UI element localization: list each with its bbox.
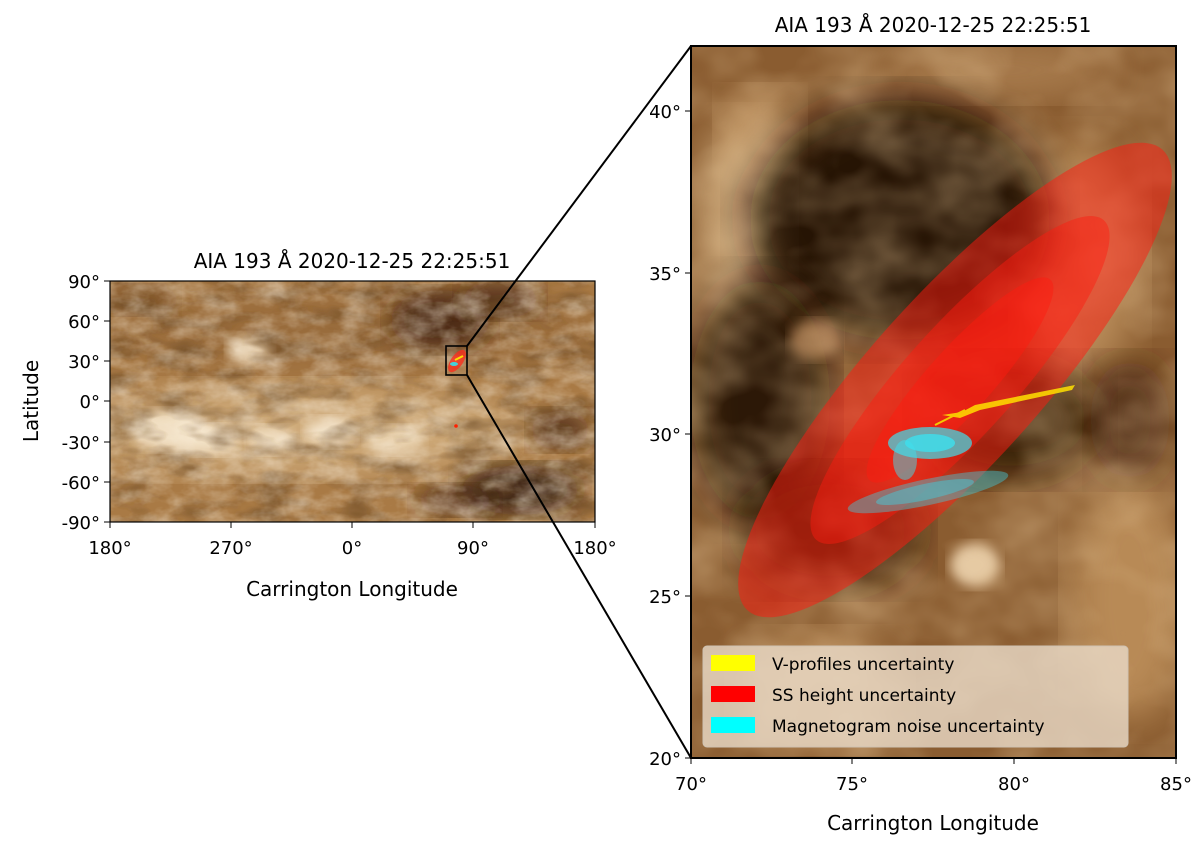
left-xtick-label: 90° bbox=[457, 538, 489, 559]
left-ylabel: Latitude bbox=[19, 360, 43, 442]
right-xtick-label: 85° bbox=[1160, 774, 1192, 795]
left-ytick-label: -90° bbox=[62, 513, 100, 534]
left-ytick-label: -30° bbox=[62, 433, 100, 454]
right-ytick-label: 20° bbox=[649, 749, 681, 770]
legend-label: Magnetogram noise uncertainty bbox=[772, 717, 1045, 737]
v-profiles-uncertainty bbox=[934, 385, 1075, 426]
left-xtick-label: 0° bbox=[342, 538, 362, 559]
legend-swatch-yellow bbox=[711, 655, 755, 671]
left-ytick-label: 60° bbox=[68, 312, 100, 333]
left-ytick-label: 90° bbox=[68, 272, 100, 293]
right-axes-frame bbox=[690, 45, 1177, 759]
legend-label: SS height uncertainty bbox=[772, 686, 956, 706]
magnetogram-noise-uncertainty bbox=[847, 427, 1009, 514]
legend: V-profiles uncertainty SS height uncerta… bbox=[702, 645, 1129, 748]
left-xlabel: Carrington Longitude bbox=[246, 577, 458, 601]
zoom-region-box bbox=[445, 345, 468, 376]
right-y-ticks bbox=[685, 110, 691, 759]
left-x-ticks bbox=[109, 522, 596, 528]
right-xtick-label: 80° bbox=[998, 774, 1030, 795]
zoom-connector-bottom bbox=[466, 374, 692, 759]
right-xtick-label: 75° bbox=[836, 774, 868, 795]
right-ytick-label: 35° bbox=[649, 264, 681, 285]
right-ytick-label: 30° bbox=[649, 425, 681, 446]
left-xtick-label: 180° bbox=[88, 538, 131, 559]
left-y-ticks bbox=[104, 280, 110, 523]
right-ytick-label: 40° bbox=[649, 102, 681, 123]
legend-label: V-profiles uncertainty bbox=[772, 655, 954, 675]
right-title: AIA 193 Å 2020-12-25 22:25:51 bbox=[775, 13, 1092, 37]
left-ytick-label: 0° bbox=[80, 392, 100, 413]
left-xtick-label: 180° bbox=[573, 538, 616, 559]
left-title: AIA 193 Å 2020-12-25 22:25:51 bbox=[194, 249, 511, 273]
legend-swatch-cyan bbox=[711, 717, 755, 733]
right-ytick-label: 25° bbox=[649, 587, 681, 608]
right-x-ticks bbox=[690, 758, 1177, 764]
right-xtick-label: 70° bbox=[675, 774, 707, 795]
right-xlabel: Carrington Longitude bbox=[827, 811, 1039, 835]
left-xtick-label: 270° bbox=[209, 538, 252, 559]
left-ytick-label: 30° bbox=[68, 352, 100, 373]
right-zoom-map bbox=[691, 46, 1176, 758]
legend-swatch-red bbox=[711, 686, 755, 702]
left-solar-map bbox=[110, 281, 595, 522]
zoom-connector-top bbox=[466, 45, 692, 347]
left-ytick-label: -60° bbox=[62, 473, 100, 494]
